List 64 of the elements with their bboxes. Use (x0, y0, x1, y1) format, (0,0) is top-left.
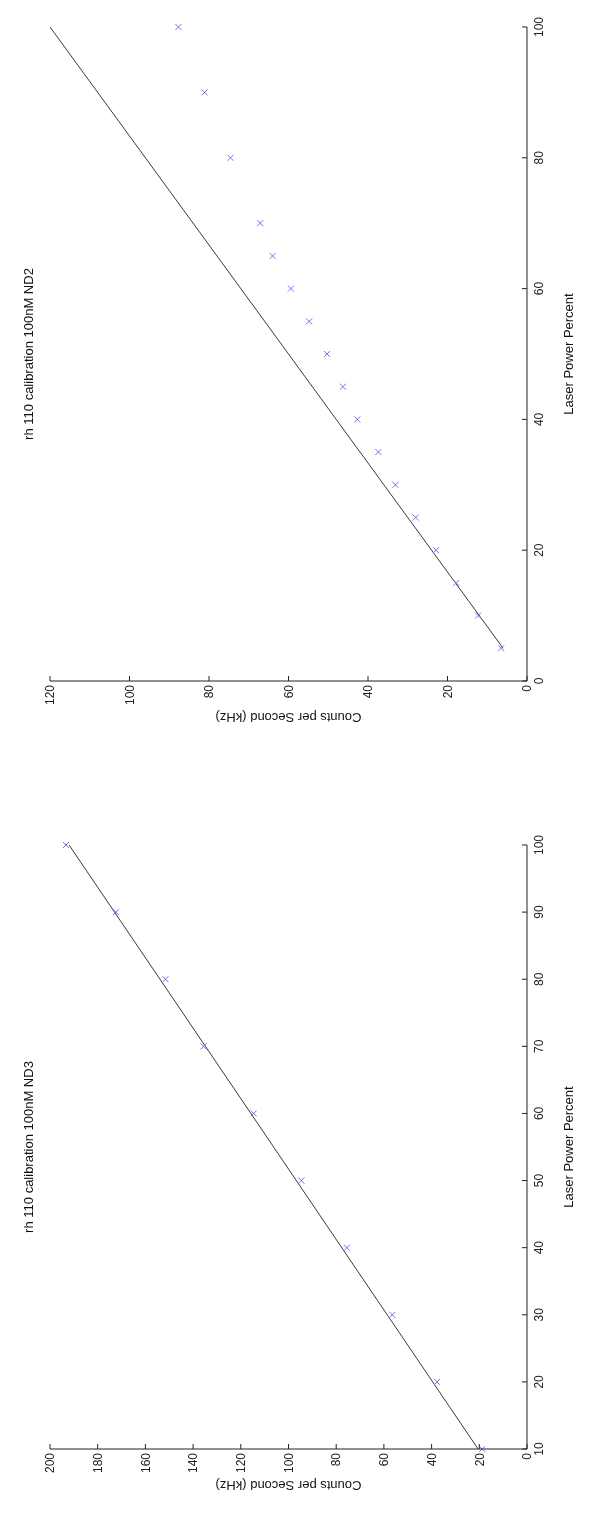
y-tick-label: 80 (532, 972, 546, 986)
y-tick-label: 0 (532, 677, 546, 685)
x-tick-label: 0 (520, 1452, 535, 1460)
point (287, 285, 295, 293)
text: rh 110 calibration 100nM ND2 (21, 268, 36, 440)
point (474, 612, 482, 620)
x-tick-label: 100 (122, 684, 137, 706)
x-tick-label: 20 (472, 1452, 487, 1467)
y-tick-label: 40 (532, 412, 546, 427)
x-tick-label: 80 (329, 1452, 344, 1467)
point (161, 975, 169, 983)
x-tick-label: 60 (377, 1452, 392, 1467)
x-tick-label: 160 (138, 1452, 153, 1474)
y-axis-title: Laser Power Percent (561, 1085, 576, 1208)
y-tick-label: 60 (532, 1106, 546, 1121)
y-tick-label: 80 (532, 150, 546, 165)
y-tick-label: 70 (532, 1039, 546, 1054)
x-tick-label: 80 (202, 684, 217, 699)
point (343, 1244, 351, 1252)
point (339, 383, 347, 391)
point (297, 1177, 305, 1185)
point (374, 448, 382, 456)
point (256, 219, 264, 227)
point (226, 154, 234, 162)
x-tick-label: 100 (281, 1452, 296, 1474)
y-tick-label: 100 (532, 16, 546, 38)
x-axis-title: Counts per Second (kHz) (215, 1478, 362, 1493)
x-tick-label: 120 (43, 684, 58, 706)
point (269, 252, 277, 260)
x-tick-label: 40 (361, 684, 376, 699)
x-tick-label: 140 (186, 1452, 201, 1474)
y-tick-label: 40 (532, 1240, 546, 1255)
y-tick-label: 50 (532, 1173, 546, 1188)
point (250, 1109, 258, 1117)
point (305, 317, 313, 325)
point (432, 546, 440, 554)
y-axis-title: Laser Power Percent (561, 292, 576, 415)
point (112, 908, 120, 916)
y-tick-label: 10 (532, 1442, 546, 1456)
text: rh 110 calibration 100nM ND3 (21, 1061, 36, 1233)
x-tick-label: 40 (424, 1452, 439, 1467)
point (391, 481, 399, 489)
x-tick-label: 0 (520, 684, 535, 692)
point (201, 88, 209, 96)
point (433, 1378, 441, 1386)
y-tick-label: 100 (532, 834, 546, 856)
y-tick-label: 20 (532, 1374, 546, 1389)
point (353, 415, 361, 423)
x-tick-label: 20 (440, 684, 455, 699)
y-tick-label: 60 (532, 281, 546, 296)
x-axis-title: Counts per Second (kHz) (215, 710, 362, 725)
x-tick-label: 120 (234, 1452, 248, 1474)
point (388, 1311, 396, 1319)
y-tick-label: 30 (532, 1307, 546, 1322)
point (497, 644, 505, 652)
point (174, 23, 182, 31)
point (200, 1042, 208, 1050)
x-tick-label: 200 (43, 1452, 58, 1474)
point (412, 514, 420, 521)
y-tick-label: 90 (532, 905, 546, 919)
point (452, 579, 460, 587)
y-tick-label: 20 (532, 543, 546, 557)
x-tick-label: 180 (90, 1452, 105, 1474)
x-tick-label: 60 (281, 684, 296, 699)
